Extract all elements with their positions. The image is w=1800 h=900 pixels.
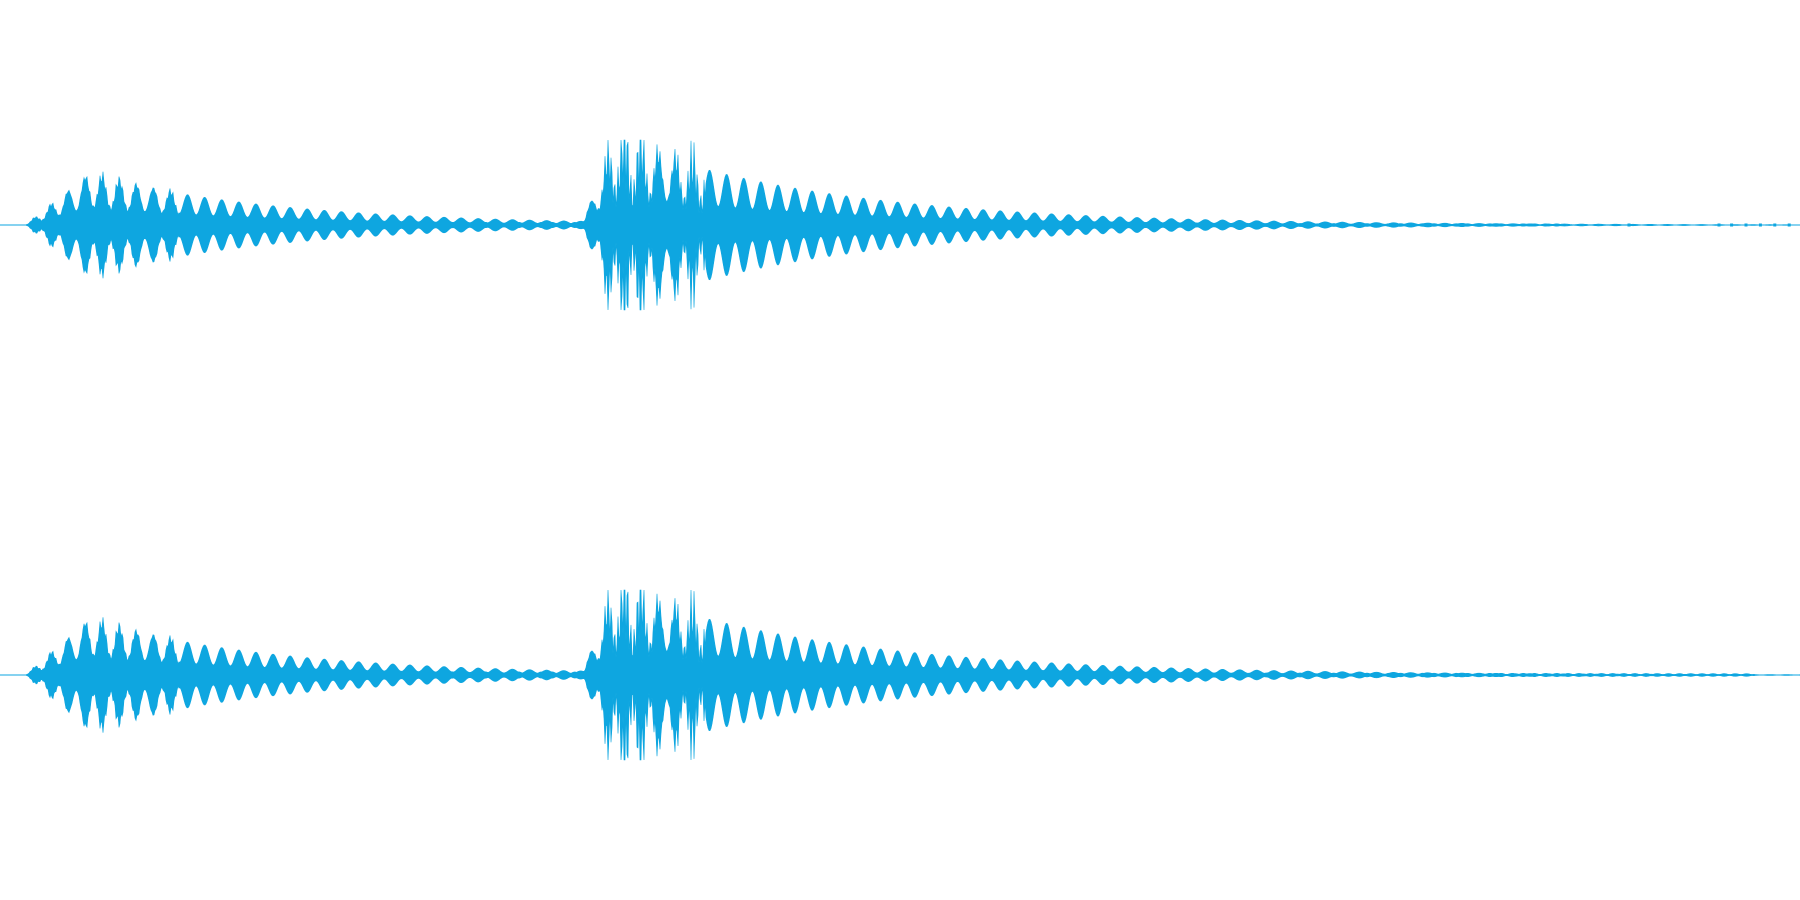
waveform-envelope (0, 589, 1800, 761)
waveform-svg-left (0, 139, 1800, 311)
waveform-blip (1730, 223, 1734, 227)
waveform-channel-right (0, 450, 1800, 900)
waveform-svg-right (0, 589, 1800, 761)
waveform-channel-left (0, 139, 1800, 311)
waveform-blip (1627, 223, 1631, 227)
waveform-blip (1773, 223, 1777, 227)
waveform-blip (1717, 223, 1721, 227)
waveform-blip (1758, 223, 1762, 227)
waveform-blip (1787, 223, 1791, 227)
waveform-envelope (0, 139, 1800, 311)
waveform-blip (1744, 223, 1748, 227)
